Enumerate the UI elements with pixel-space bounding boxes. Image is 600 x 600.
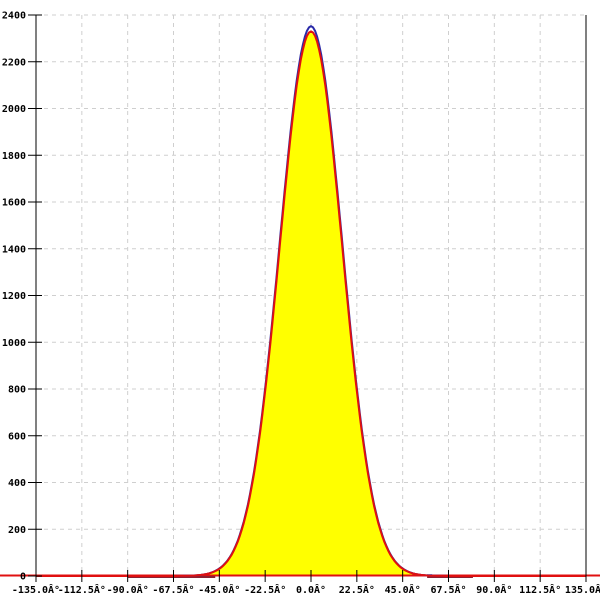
- y-tick-label-400: 400: [8, 478, 26, 489]
- x-tick-label-135: 135.0Â°: [565, 583, 600, 596]
- x-tick-label--90: -90.0Â°: [107, 583, 149, 596]
- x-tick-label--45: -45.0Â°: [198, 583, 240, 596]
- y-tick-label-2200: 2200: [2, 57, 26, 68]
- y-tick-label-2000: 2000: [2, 104, 26, 115]
- x-tick-label-112.5: 112.5Â°: [519, 583, 561, 596]
- x-tick-label-22.5: 22.5Â°: [339, 583, 375, 596]
- y-tick-label-1400: 1400: [2, 244, 26, 255]
- y-tick-label-1000: 1000: [2, 338, 26, 349]
- y-tick-label-800: 800: [8, 385, 26, 396]
- x-tick-label--135: -135.0Â°: [12, 583, 60, 596]
- x-tick-label--22.5: -22.5Â°: [244, 583, 286, 596]
- x-tick-label-67.5: 67.5Â°: [430, 583, 466, 596]
- y-tick-label-1800: 1800: [2, 151, 26, 162]
- x-tick-label--67.5: -67.5Â°: [152, 583, 194, 596]
- y-tick-label-200: 200: [8, 525, 26, 536]
- y-tick-label-600: 600: [8, 431, 26, 442]
- x-tick-label-45: 45.0Â°: [385, 583, 421, 596]
- y-tick-label-0: 0: [20, 572, 26, 583]
- y-tick-label-1600: 1600: [2, 198, 26, 209]
- x-tick-label--112.5: -112.5Â°: [58, 583, 106, 596]
- y-tick-label-1200: 1200: [2, 291, 26, 302]
- peak-fill-area: [36, 31, 586, 576]
- x-tick-label-0: 0.0Â°: [296, 583, 326, 596]
- x-tick-label-90: 90.0Â°: [476, 583, 512, 596]
- y-tick-label-2400: 2400: [2, 11, 26, 22]
